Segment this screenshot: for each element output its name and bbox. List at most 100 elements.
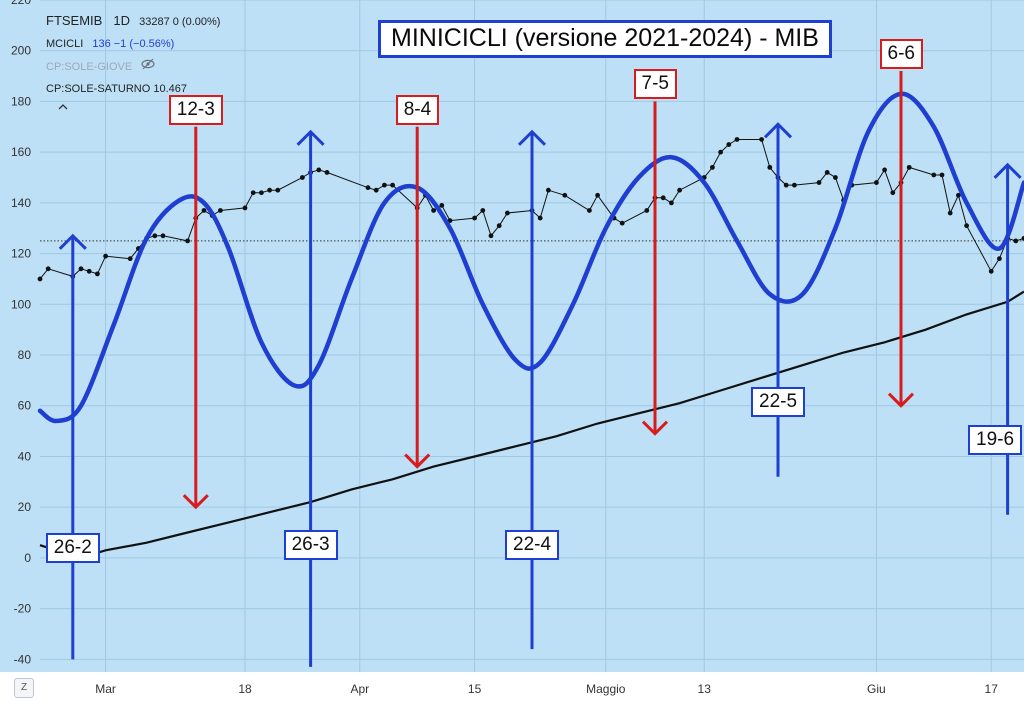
indicator-name-sole-giove: CP:SOLE-GIOVE bbox=[46, 61, 133, 73]
symbol-quote: 33287 0 (0.00%) bbox=[139, 16, 221, 28]
series-mcicli-point bbox=[792, 182, 797, 188]
cycle-label: 12-3 bbox=[168, 94, 223, 125]
series-mcicli-point bbox=[562, 192, 568, 198]
cycle-label: 6-6 bbox=[879, 39, 923, 69]
legend-sole-giove-row[interactable]: CP:SOLE-GIOVE bbox=[46, 55, 220, 78]
y-tick-label: -40 bbox=[14, 652, 32, 666]
series-mcicli-point bbox=[201, 208, 207, 213]
series-mcicli-point bbox=[86, 268, 92, 274]
y-tick-label: 100 bbox=[11, 297, 31, 311]
series-mcicli-point bbox=[439, 203, 445, 208]
cycle-arrow-head bbox=[887, 392, 915, 408]
series-mcicli-point bbox=[316, 167, 322, 173]
series-mcicli-point bbox=[906, 164, 912, 170]
series-mcicli-point bbox=[890, 190, 896, 196]
series-mcicli-point bbox=[939, 172, 945, 178]
x-tick-label: 18 bbox=[238, 682, 252, 696]
series-mcicli-point bbox=[300, 175, 305, 180]
series-mcicli-point bbox=[496, 223, 502, 229]
series-mcicli-point bbox=[152, 233, 158, 239]
time-axis-strip bbox=[0, 672, 1024, 707]
series-mcicli-point bbox=[390, 182, 395, 188]
series-mcicli-point bbox=[710, 164, 715, 170]
series-mcicli-point bbox=[546, 187, 551, 193]
zoom-button[interactable]: Z bbox=[14, 678, 34, 698]
y-tick-label: 80 bbox=[18, 348, 32, 362]
cycle-label: 22-4 bbox=[505, 529, 560, 560]
x-tick-label: 13 bbox=[698, 682, 712, 696]
eye-off-icon[interactable] bbox=[141, 55, 155, 77]
interval[interactable]: 1D bbox=[113, 13, 131, 28]
series-mcicli-point bbox=[619, 220, 625, 226]
series-mcicli-point bbox=[660, 195, 666, 201]
series-mcicli-point bbox=[833, 175, 838, 180]
legend: FTSEMIB 1D 33287 0 (0.00%) MCICLI 136 −1… bbox=[46, 10, 220, 117]
cycle-arrow-head bbox=[763, 122, 793, 139]
series-mcicli-point bbox=[365, 185, 371, 191]
series-mcicli-point bbox=[816, 180, 822, 185]
chart-title: MINICICLI (versione 2021-2024) - MIB bbox=[378, 20, 832, 58]
y-tick-label: 20 bbox=[18, 500, 32, 514]
y-tick-label: 40 bbox=[18, 449, 32, 463]
series-mcicli-point bbox=[488, 233, 494, 239]
series-mcicli-point bbox=[185, 238, 191, 244]
series-mcicli-point bbox=[160, 233, 166, 239]
series-mcicli-point bbox=[1021, 235, 1024, 241]
series-mcicli-point bbox=[45, 266, 51, 272]
series-mcicli-point bbox=[882, 167, 887, 173]
y-tick-label: 220 bbox=[11, 0, 31, 7]
cycle-label: 8-4 bbox=[395, 94, 440, 125]
legend-symbol-row[interactable]: FTSEMIB 1D 33287 0 (0.00%) bbox=[46, 10, 220, 33]
y-tick-label: 180 bbox=[11, 94, 31, 108]
symbol-name[interactable]: FTSEMIB bbox=[46, 13, 103, 28]
series-mcicli-point bbox=[931, 172, 937, 178]
cycle-arrow-head bbox=[182, 494, 209, 510]
indicator-name-sole-saturno: CP:SOLE-SATURNO 10.467 bbox=[46, 83, 188, 95]
cycle-label: 19-6 bbox=[968, 424, 1023, 455]
x-tick-label: Apr bbox=[350, 682, 369, 696]
cycle-label: 26-2 bbox=[45, 532, 100, 563]
x-tick-label: Giu bbox=[867, 682, 886, 696]
x-tick-label: 15 bbox=[468, 682, 482, 696]
series-mcicli-point bbox=[644, 208, 650, 213]
cycle-arrow-head bbox=[993, 162, 1022, 179]
chevron-up-icon[interactable] bbox=[58, 103, 68, 114]
series-mcicli-point bbox=[587, 208, 592, 213]
series-mcicli-point bbox=[103, 253, 108, 259]
series-mcicli-point bbox=[267, 187, 272, 193]
series-mcicli-point bbox=[669, 200, 674, 206]
series-mcicli-point bbox=[250, 190, 256, 196]
series-mcicli-point bbox=[947, 210, 953, 216]
series-mcicli-point bbox=[218, 208, 223, 213]
cycle-arrows bbox=[58, 71, 1022, 667]
series-mcicli-point bbox=[324, 170, 330, 175]
series-mcicli-point bbox=[734, 137, 740, 142]
series-mcicli-point bbox=[759, 137, 764, 142]
y-tick-label: 160 bbox=[11, 145, 31, 159]
series-mcicli-point bbox=[78, 266, 84, 272]
cycle-arrow-head bbox=[517, 129, 547, 146]
series-mcicli-point bbox=[997, 256, 1002, 262]
y-tick-label: 60 bbox=[18, 399, 32, 413]
series-mcicli-point bbox=[537, 215, 543, 221]
series-mcicli-point bbox=[242, 205, 248, 211]
series-mcicli-point bbox=[956, 192, 961, 198]
series-mcicli-point bbox=[382, 182, 387, 188]
series-mcicli-point bbox=[726, 142, 732, 147]
legend-sole-saturno-row[interactable]: CP:SOLE-SATURNO 10.467 bbox=[46, 78, 220, 100]
series-mcicli-point bbox=[275, 187, 281, 193]
x-tick-label: Maggio bbox=[586, 682, 626, 696]
series-mcicli-point bbox=[595, 192, 600, 198]
legend-mcicli-row[interactable]: MCICLI 136 −1 (−0.56%) bbox=[46, 33, 220, 55]
y-tick-label: 140 bbox=[11, 196, 31, 210]
series-mcicli-point bbox=[505, 210, 510, 216]
y-tick-label: 0 bbox=[24, 551, 31, 565]
series-mcicli-point bbox=[373, 187, 379, 193]
series-mcicli-point bbox=[259, 190, 264, 196]
x-tick-label: Mar bbox=[95, 682, 116, 696]
series-sole-giove-line bbox=[37, 91, 1024, 424]
series-mcicli-point bbox=[1013, 238, 1019, 244]
